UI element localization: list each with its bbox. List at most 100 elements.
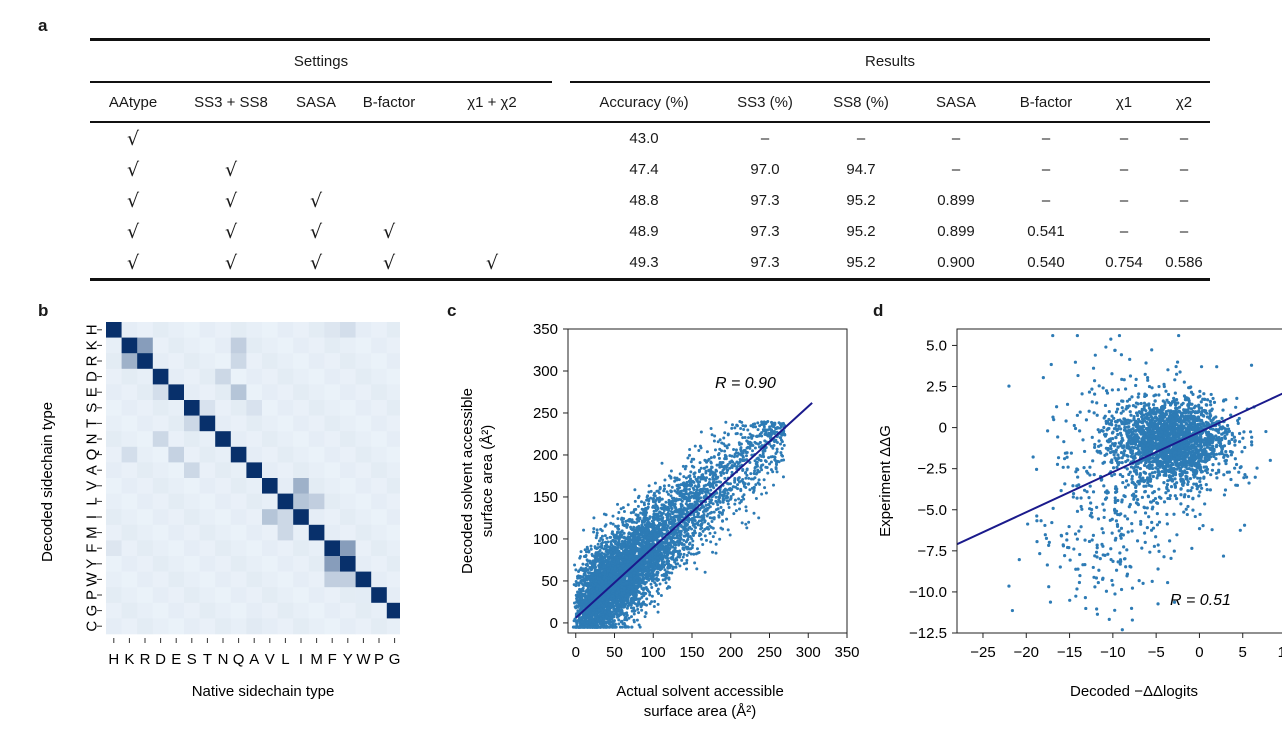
- heatmap-cell: [246, 556, 263, 572]
- sasa-point: [744, 476, 748, 480]
- heatmap-cell: [246, 337, 263, 354]
- heatmap-x-tick-label: F: [328, 651, 337, 668]
- heatmap-x-tick-label: V: [265, 651, 275, 668]
- heatmap-cell: [184, 618, 200, 635]
- sasa-point: [658, 510, 662, 514]
- heatmap-cell: [371, 602, 388, 619]
- heatmap-cell: [106, 509, 122, 526]
- heatmap-cell: [121, 540, 138, 557]
- group-header-settings: Settings: [90, 38, 552, 83]
- heatmap-cell: [293, 400, 310, 416]
- sasa-point: [609, 521, 613, 525]
- sasa-point: [769, 460, 773, 464]
- sasa-point: [663, 541, 667, 545]
- sasa-point: [665, 551, 669, 555]
- heatmap-cell: [230, 509, 247, 526]
- sasa-point: [669, 515, 673, 519]
- sasa-point: [689, 506, 693, 510]
- sasa-point: [753, 469, 757, 473]
- sasa-point: [665, 490, 669, 494]
- table-cell: 0.899: [937, 223, 975, 240]
- heatmap-cell: [324, 400, 341, 416]
- heatmap-cell: [293, 618, 310, 635]
- sasa-point: [677, 529, 681, 533]
- table-cell: –: [760, 130, 770, 147]
- heatmap-cell: [121, 556, 138, 572]
- sasa-point: [693, 444, 697, 448]
- heatmap-cell: [184, 602, 200, 619]
- heatmap-cell: [324, 571, 341, 588]
- heatmap-cell: [371, 509, 388, 526]
- sasa-point: [733, 498, 737, 502]
- heatmap-cell: [199, 493, 216, 510]
- heatmap-cell: [277, 478, 294, 494]
- heatmap-cell: [386, 556, 400, 572]
- sasa-point: [739, 426, 743, 430]
- table-cell: 95.2: [846, 223, 876, 240]
- sasa-point: [703, 527, 707, 531]
- sasa-point: [714, 483, 718, 487]
- heatmap-cell: [355, 571, 372, 588]
- heatmap-cell: [340, 337, 356, 354]
- sasa-point: [709, 456, 713, 460]
- heatmap-cell: [308, 431, 325, 448]
- heatmap-cell: [184, 493, 200, 510]
- heatmap-cell: [386, 415, 400, 432]
- heatmap-cell: [308, 587, 325, 604]
- heatmap-cell: [340, 384, 356, 401]
- sasa-point: [685, 480, 689, 484]
- sasa-point: [617, 622, 621, 626]
- heatmap-cell: [199, 602, 216, 619]
- table-row: √ √ 47.4 97.0 94.7– – – –: [90, 154, 1210, 185]
- sasa-point: [733, 426, 737, 430]
- heatmap-cell: [262, 478, 278, 494]
- heatmap-cell: [199, 571, 216, 588]
- sasa-point: [669, 551, 673, 555]
- heatmap-cell: [293, 446, 310, 463]
- heatmap-cell: [168, 571, 185, 588]
- heatmap-x-tick-label: Q: [233, 651, 245, 668]
- heatmap-cell: [230, 384, 247, 401]
- sasa-point: [738, 443, 742, 447]
- sasa-point: [673, 489, 677, 493]
- sasa-point: [698, 491, 702, 495]
- sasa-point: [686, 456, 690, 460]
- heatmap-cell: [386, 368, 400, 385]
- sasa-point: [605, 545, 609, 549]
- heatmap-cell: [137, 446, 154, 463]
- heatmap-cell: [199, 509, 216, 526]
- sasa-point: [662, 489, 666, 493]
- sasa-point: [754, 483, 758, 487]
- sasa-point: [647, 484, 651, 488]
- heatmap-xlabel: Native sidechain type: [192, 683, 335, 700]
- sasa-point: [714, 551, 718, 555]
- heatmap-cell: [215, 384, 232, 401]
- heatmap-cell: [355, 587, 372, 604]
- sasa-point: [757, 516, 761, 520]
- sasa-point: [693, 503, 697, 507]
- heatmap-cell: [355, 368, 372, 385]
- sasa-point: [770, 421, 774, 425]
- sasa-point: [676, 555, 680, 559]
- heatmap-cell: [246, 524, 263, 541]
- sasa-point: [689, 552, 693, 556]
- heatmap-cell: [152, 478, 169, 494]
- sasa-point: [617, 618, 621, 622]
- sasa-point: [732, 448, 736, 452]
- heatmap-cell: [262, 540, 278, 557]
- sasa-point: [727, 443, 731, 447]
- sasa-point: [617, 510, 621, 514]
- heatmap-cell: [340, 368, 356, 385]
- sasa-point: [673, 514, 677, 518]
- sasa-point: [620, 530, 624, 534]
- sasa-point: [766, 471, 770, 475]
- sasa-point: [678, 472, 682, 476]
- table-cell: [286, 154, 346, 185]
- sasa-point: [760, 468, 764, 472]
- sasa-point: [718, 490, 722, 494]
- heatmap-cell: [184, 368, 200, 385]
- heatmap-cell: [246, 618, 263, 635]
- heatmap-x-tick-label: M: [310, 651, 323, 668]
- heatmap-cell: [199, 540, 216, 557]
- heatmap-cell: [168, 400, 185, 416]
